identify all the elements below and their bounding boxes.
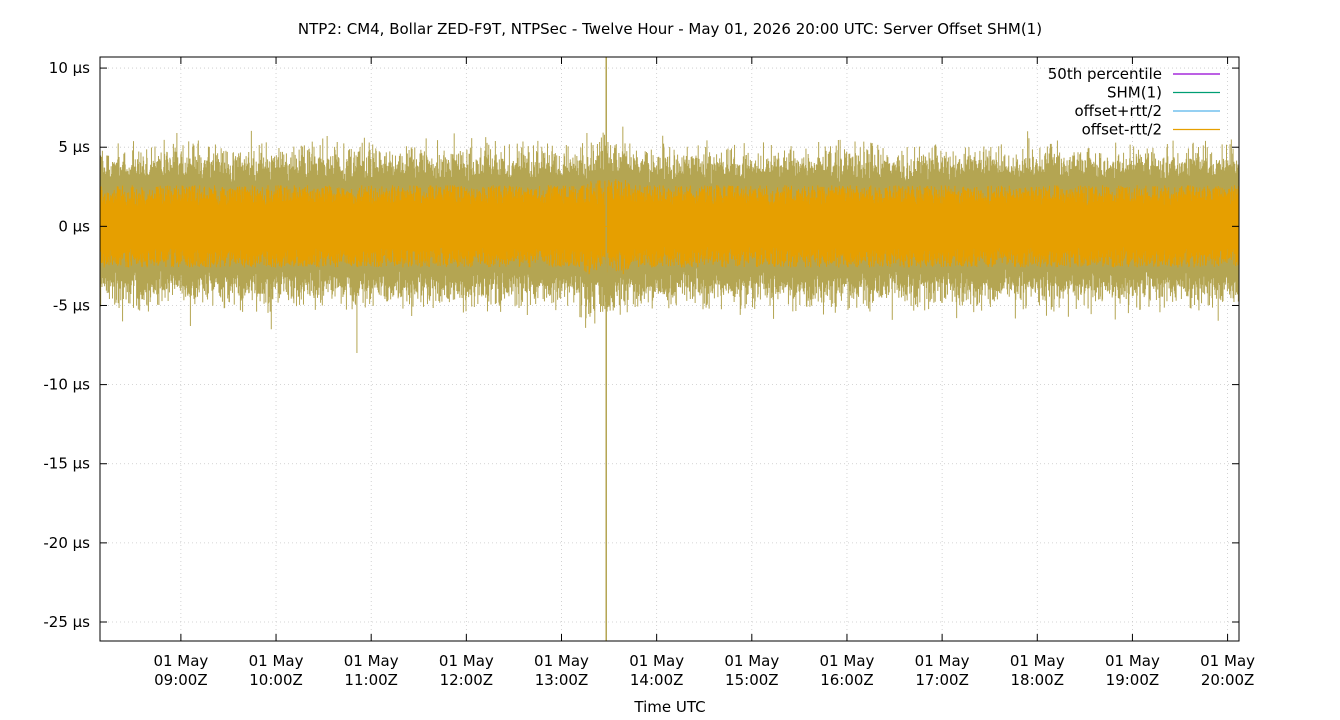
x-tick-label-date: 01 May [1200, 652, 1255, 670]
legend-label: SHM(1) [1107, 84, 1162, 102]
x-tick-label-time: 19:00Z [1106, 671, 1160, 689]
y-tick-label: -10 µs [43, 376, 90, 394]
x-tick-label-time: 12:00Z [440, 671, 494, 689]
legend: 50th percentileSHM(1)offset+rtt/2offset-… [1048, 65, 1220, 139]
y-tick-label: -20 µs [43, 534, 90, 552]
data-series [99, 57, 1240, 641]
x-tick-label-time: 10:00Z [249, 671, 303, 689]
y-tick-label: -15 µs [43, 455, 90, 473]
y-tick-label: 5 µs [58, 138, 90, 156]
y-tick-label: 0 µs [58, 217, 90, 235]
x-tick-label-date: 01 May [153, 652, 208, 670]
legend-label: offset-rtt/2 [1082, 121, 1162, 139]
x-tick-label-time: 18:00Z [1011, 671, 1065, 689]
y-tick-label: 10 µs [49, 59, 90, 77]
axis-ticks: 10 µs 5 µs 0 µs -5 µs -10 µs -15 µs -20 µs -25 … [43, 57, 1255, 689]
x-tick-label-date: 01 May [724, 652, 779, 670]
x-tick-label-date: 01 May [439, 652, 494, 670]
x-tick-label-time: 17:00Z [915, 671, 969, 689]
x-tick-label-time: 20:00Z [1201, 671, 1255, 689]
x-tick-label-date: 01 May [534, 652, 589, 670]
x-tick-label-time: 13:00Z [535, 671, 589, 689]
x-tick-label-date: 01 May [1105, 652, 1160, 670]
y-tick-label: -25 µs [43, 613, 90, 631]
x-tick-label-time: 15:00Z [725, 671, 779, 689]
x-tick-label-time: 11:00Z [344, 671, 398, 689]
y-tick-label: -5 µs [53, 296, 90, 314]
chart-title: NTP2: CM4, Bollar ZED-F9T, NTPSec - Twel… [298, 20, 1042, 38]
x-tick-label-time: 09:00Z [154, 671, 208, 689]
plot-frame [99, 56, 1240, 642]
x-tick-label-time: 16:00Z [820, 671, 874, 689]
x-tick-label-date: 01 May [249, 652, 304, 670]
series-offset-rtt-envelope [99, 57, 1240, 641]
x-tick-label-date: 01 May [915, 652, 970, 670]
legend-label: offset+rtt/2 [1074, 102, 1162, 120]
x-axis-label: Time UTC [633, 698, 705, 716]
x-tick-label-time: 14:00Z [630, 671, 684, 689]
x-tick-label-date: 01 May [344, 652, 399, 670]
x-tick-label-date: 01 May [820, 652, 875, 670]
x-tick-label-date: 01 May [1010, 652, 1065, 670]
legend-label: 50th percentile [1048, 65, 1162, 83]
x-tick-label-date: 01 May [629, 652, 684, 670]
grid-lines [100, 57, 1239, 641]
